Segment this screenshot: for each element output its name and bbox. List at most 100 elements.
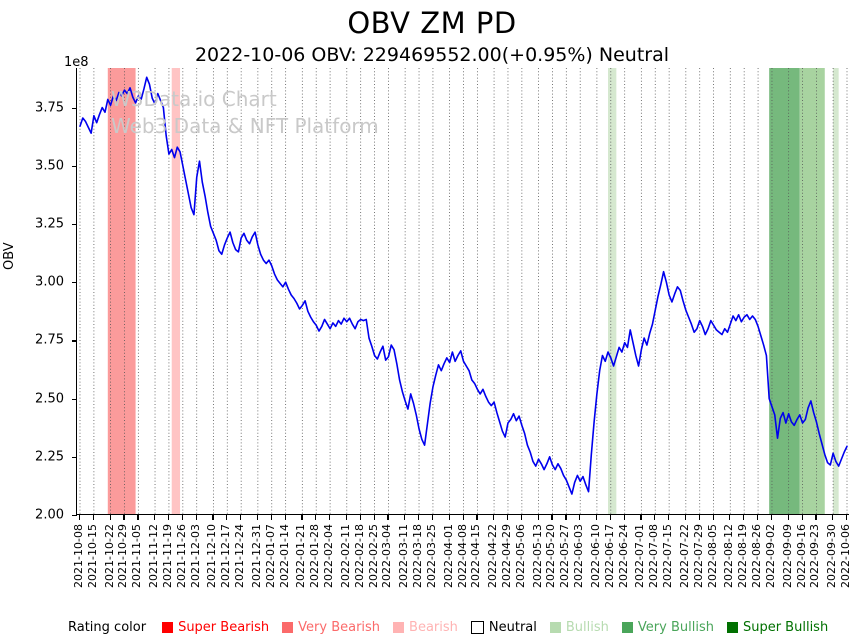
legend-item[interactable]: Very Bullish bbox=[621, 620, 714, 635]
rating-band bbox=[107, 68, 136, 514]
chart-subtitle: 2022-10-06 OBV: 229469552.00(+0.95%) Neu… bbox=[194, 44, 670, 66]
x-tick-label: 2022-04-15 bbox=[469, 524, 483, 588]
x-tick-mark bbox=[345, 515, 347, 520]
x-tick-mark bbox=[668, 515, 670, 520]
x-tick-mark bbox=[431, 515, 434, 520]
y-tick-label: 2.00 bbox=[35, 507, 64, 523]
x-tick-label: 2022-03-25 bbox=[424, 524, 438, 588]
x-tick-mark bbox=[579, 515, 581, 520]
x-tick-label: 2022-08-19 bbox=[736, 524, 750, 588]
y-tick-mark bbox=[72, 282, 77, 284]
legend-item[interactable]: Super Bullish bbox=[726, 619, 829, 635]
x-tick-label: 2022-02-11 bbox=[338, 524, 352, 588]
x-tick-mark bbox=[476, 515, 478, 520]
x-tick-label: 2022-06-17 bbox=[602, 524, 616, 588]
x-tick-mark bbox=[137, 515, 139, 520]
x-tick-label: 2021-12-31 bbox=[249, 524, 263, 588]
x-tick-mark bbox=[712, 515, 714, 520]
x-tick-label: 2021-11-19 bbox=[160, 524, 174, 588]
legend-swatch bbox=[726, 621, 738, 633]
rating-band bbox=[769, 68, 800, 514]
x-tick-mark bbox=[595, 515, 598, 520]
x-tick-mark bbox=[387, 515, 389, 520]
x-tick-label: 2022-02-04 bbox=[322, 524, 336, 588]
x-tick-label: 2022-06-24 bbox=[616, 524, 630, 588]
legend-label: Bearish bbox=[409, 619, 458, 635]
x-tick-mark bbox=[154, 515, 156, 520]
x-tick-mark bbox=[654, 515, 656, 520]
x-tick-mark bbox=[462, 515, 464, 520]
legend-item[interactable]: Bullish bbox=[549, 619, 609, 635]
x-tick-label: 2022-04-08 bbox=[455, 524, 469, 588]
x-tick-label: 2022-04-22 bbox=[486, 524, 500, 588]
x-tick-label: 2022-09-16 bbox=[794, 524, 808, 588]
rating-band bbox=[171, 68, 181, 514]
x-tick-label: 2022-07-15 bbox=[661, 524, 675, 588]
x-tick-mark bbox=[92, 515, 95, 520]
x-tick-label: 2022-04-29 bbox=[499, 524, 513, 588]
y-tick-mark bbox=[72, 223, 77, 226]
x-tick-mark bbox=[448, 515, 450, 520]
y-axis-exponent: 1e8 bbox=[64, 55, 89, 70]
legend-swatch bbox=[470, 620, 484, 634]
legend-item[interactable]: Very Bearish bbox=[282, 620, 380, 635]
x-tick-label: 2022-07-01 bbox=[633, 524, 647, 588]
x-tick-label: 2022-08-26 bbox=[750, 524, 764, 588]
x-tick-label: 2022-04-01 bbox=[441, 524, 455, 588]
x-tick-mark bbox=[537, 515, 539, 520]
x-tick-mark bbox=[359, 515, 361, 520]
y-tick-label: 2.50 bbox=[35, 391, 64, 407]
legend-label: Bullish bbox=[565, 619, 609, 635]
x-tick-label: 2022-03-04 bbox=[380, 524, 394, 588]
x-tick-label: 2021-12-03 bbox=[188, 524, 202, 588]
x-tick-mark bbox=[301, 515, 303, 520]
x-tick-mark bbox=[520, 515, 523, 520]
obv-line-series bbox=[79, 76, 848, 495]
x-tick-mark bbox=[256, 515, 259, 520]
legend-item[interactable]: Neutral bbox=[470, 620, 537, 635]
x-tick-label: 2021-11-26 bbox=[174, 524, 188, 588]
x-tick-label: 2022-08-05 bbox=[705, 524, 719, 588]
x-tick-mark bbox=[640, 515, 642, 520]
x-tick-label: 2022-03-18 bbox=[411, 524, 425, 588]
x-tick-mark bbox=[565, 515, 567, 520]
y-tick-mark bbox=[72, 107, 77, 109]
x-tick-mark bbox=[609, 515, 611, 520]
grid-lines bbox=[79, 68, 848, 514]
x-tick-mark bbox=[123, 515, 125, 520]
legend-item[interactable]: Super Bearish bbox=[162, 620, 269, 635]
x-tick-label: 2022-05-06 bbox=[513, 524, 527, 588]
x-tick-label: 2022-09-23 bbox=[808, 524, 822, 588]
legend-item[interactable]: Bearish bbox=[393, 620, 458, 635]
x-tick-mark bbox=[787, 515, 789, 520]
legend-swatch bbox=[393, 621, 405, 633]
legend-title: Rating color bbox=[68, 619, 147, 635]
plot-area[interactable]: W3Data.io Chart Web3 Data & NFT Platform bbox=[76, 68, 849, 515]
legend-swatch bbox=[162, 621, 174, 633]
x-tick-label: 2021-11-12 bbox=[147, 524, 161, 588]
x-tick-label: 2021-10-22 bbox=[102, 524, 116, 588]
x-tick-label: 2022-09-09 bbox=[780, 524, 794, 588]
y-tick-label: 3.25 bbox=[35, 216, 64, 232]
x-tick-mark bbox=[195, 515, 197, 520]
x-tick-mark bbox=[404, 515, 406, 520]
x-tick-label: 2022-05-27 bbox=[558, 524, 572, 588]
legend-label: Super Bullish bbox=[742, 619, 829, 635]
x-tick-mark bbox=[493, 515, 495, 520]
x-tick-mark bbox=[801, 515, 803, 520]
legend-swatch bbox=[549, 621, 561, 633]
x-tick-mark bbox=[373, 515, 375, 520]
x-tick-mark bbox=[109, 515, 111, 520]
x-tick-mark bbox=[79, 515, 81, 520]
x-tick-label: 2022-09-30 bbox=[825, 524, 839, 588]
x-tick-label: 2021-11-05 bbox=[130, 524, 144, 588]
y-tick-label: 3.75 bbox=[35, 100, 64, 116]
x-tick-label: 2021-12-10 bbox=[205, 524, 219, 588]
x-tick-mark bbox=[240, 515, 242, 520]
x-tick-label: 2022-05-13 bbox=[530, 524, 544, 588]
x-tick-label: 2021-10-08 bbox=[72, 524, 85, 588]
x-tick-label: 2021-12-17 bbox=[219, 524, 233, 588]
x-tick-label: 2021-10-29 bbox=[116, 524, 130, 588]
x-tick-label: 2022-09-02 bbox=[763, 524, 777, 588]
